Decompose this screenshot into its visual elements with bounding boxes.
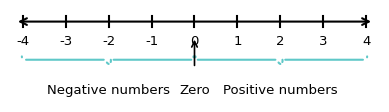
Text: 3: 3 (319, 35, 328, 48)
Text: Negative numbers: Negative numbers (47, 83, 170, 96)
Text: 4: 4 (362, 35, 370, 48)
Text: -2: -2 (102, 35, 115, 48)
Text: -3: -3 (59, 35, 72, 48)
Text: 2: 2 (276, 35, 285, 48)
Text: Zero: Zero (179, 83, 210, 96)
Text: Positive numbers: Positive numbers (223, 83, 338, 96)
Text: 1: 1 (233, 35, 242, 48)
Text: -1: -1 (145, 35, 158, 48)
Text: 0: 0 (190, 35, 199, 48)
Text: -4: -4 (16, 35, 30, 48)
